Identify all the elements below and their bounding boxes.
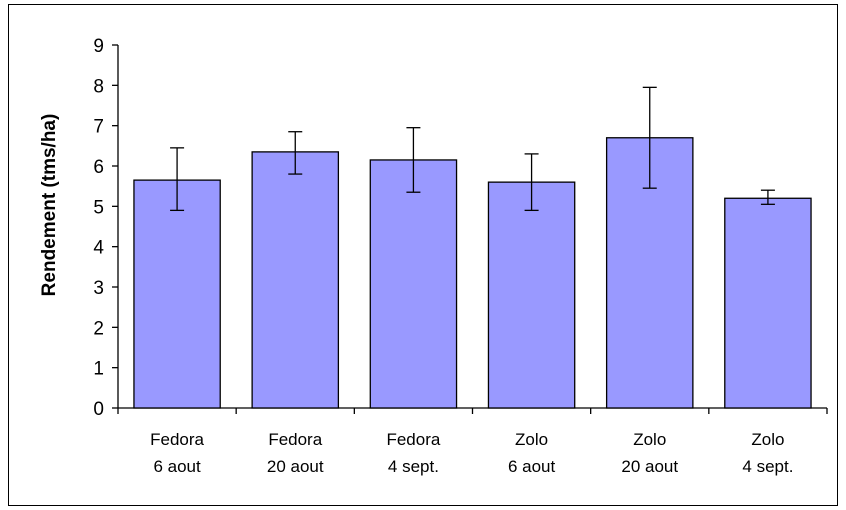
- bar: [487, 181, 576, 409]
- y-axis: 0 1 2 3 4 5 6 7 8 9: [93, 36, 119, 420]
- x-category-label: Fedora 4 sept.: [386, 430, 440, 476]
- x-axis: [117, 407, 828, 414]
- bar: [369, 159, 458, 409]
- bar: [251, 151, 340, 409]
- y-tick-label: 9: [93, 36, 104, 57]
- category-labels: Fedora 6 aout Fedora 20 aout Fedora 4 sept. Zo…: [150, 430, 793, 476]
- x-category-label: Zolo 20 aout: [621, 430, 678, 476]
- y-tick-label: 4: [93, 238, 104, 259]
- error-bars: [170, 86, 775, 212]
- bar: [724, 197, 812, 409]
- x-category-label: Fedora 20 aout: [267, 430, 324, 476]
- x-category-label: Zolo 6 aout: [508, 430, 556, 476]
- y-tick-label: 6: [93, 157, 104, 178]
- x-category-label: Zolo 4 sept.: [742, 430, 793, 476]
- y-tick-label: 8: [93, 76, 104, 97]
- y-tick-label: 1: [93, 359, 104, 380]
- y-tick-label: 0: [93, 399, 104, 420]
- bar: [133, 179, 221, 409]
- y-tick-label: 2: [93, 318, 104, 339]
- bars: [133, 137, 812, 409]
- y-tick-label: 7: [93, 117, 104, 138]
- y-axis-label: Rendement (tms/ha): [39, 114, 60, 297]
- y-tick-label: 3: [93, 278, 104, 299]
- y-tick-label: 5: [93, 197, 104, 218]
- x-category-label: Fedora 6 aout: [150, 430, 204, 476]
